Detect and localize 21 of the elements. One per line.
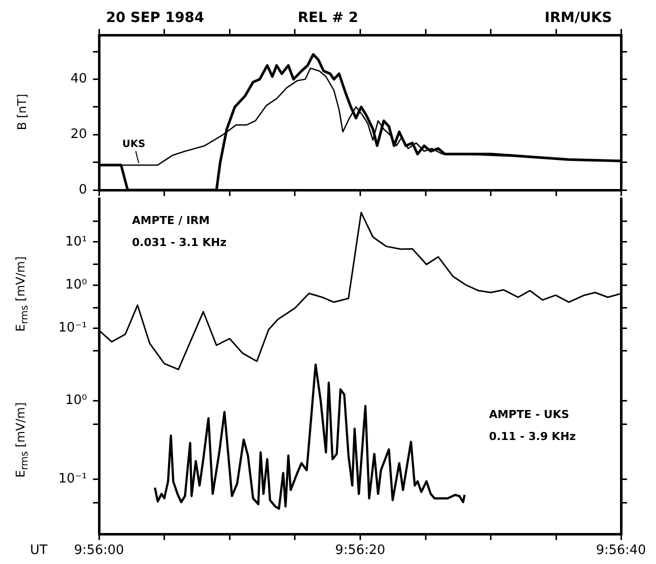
y-tick-label: 20 [70,127,87,142]
text: IRM/UKS [544,10,612,26]
y-tick-label: 10⁻¹ [58,320,87,336]
annotation: AMPTE - UKS [489,408,570,421]
y-tick-label: 40 [70,72,87,87]
y-tick-label: 10⁰ [65,277,87,292]
series-label: UKS [122,139,146,150]
chart-subtitle: 20 SEP 1984 [106,10,204,26]
x-axis-title: UT [30,543,48,558]
y-tick-label: 10¹ [65,234,87,250]
y-tick-label: 10⁰ [65,393,87,408]
y-tick-label: 10⁻¹ [58,472,87,487]
annotation: 0.11 - 3.9 KHz [489,430,576,443]
annotation: 0.031 - 3.1 KHz [132,236,226,249]
chart-title: REL # 2 [298,10,358,26]
annotation: AMPTE / IRM [132,214,210,227]
x-tick-label: 9:56:20 [335,543,386,558]
y-axis-title: B [nT] [15,94,29,130]
y-tick-label: 0 [78,182,87,198]
x-tick-label: 9:56:00 [74,543,124,558]
x-tick-label: 9:56:40 [596,543,646,558]
